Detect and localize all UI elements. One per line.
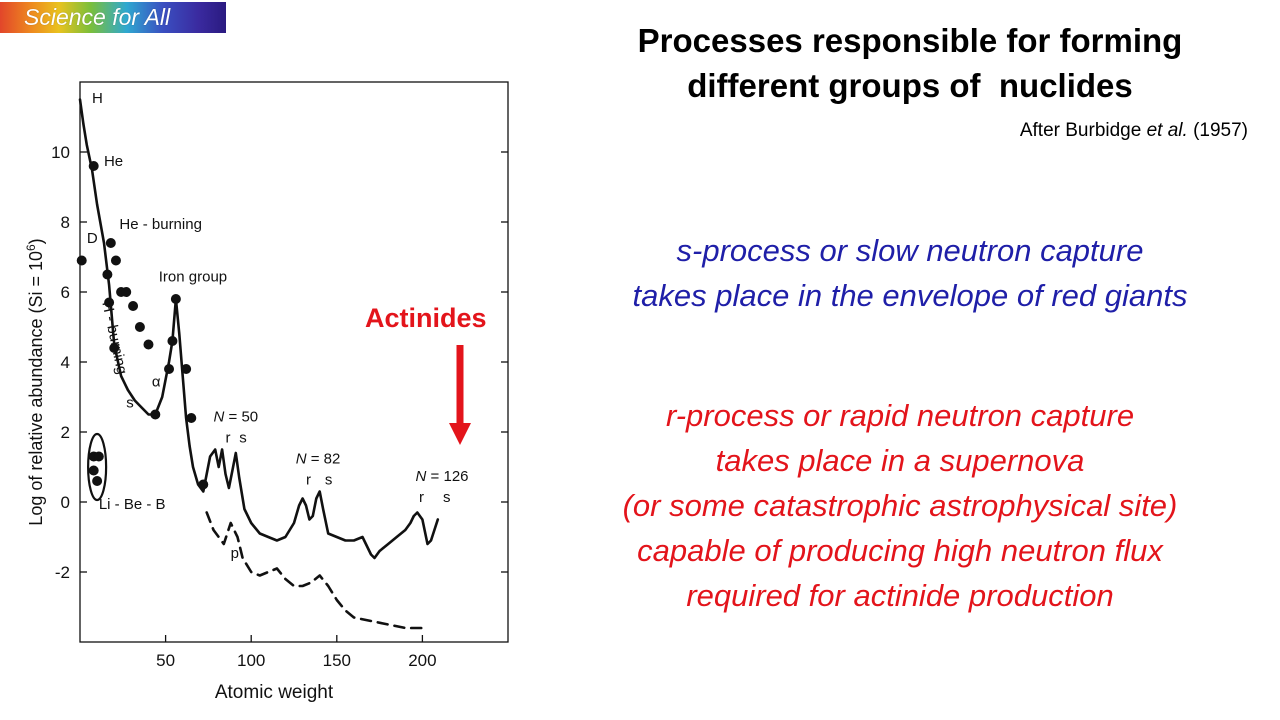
data-point bbox=[198, 479, 209, 490]
data-point bbox=[92, 476, 103, 486]
x-axis-label: Atomic weight bbox=[215, 682, 334, 703]
data-point bbox=[164, 364, 175, 374]
annotation-label: He bbox=[104, 153, 123, 170]
annotation-label: r bbox=[419, 489, 424, 506]
r-process-text: r-process or rapid neutron capture takes… bbox=[540, 393, 1260, 618]
x-tick-label-150: 150 bbox=[323, 651, 351, 670]
annotation-label: r bbox=[306, 472, 311, 489]
title-line-2: different groups of nuclides bbox=[687, 67, 1133, 104]
y-tick-label-0: 0 bbox=[61, 493, 70, 512]
citation: After Burbidge et al. (1957) bbox=[1020, 120, 1248, 142]
data-point bbox=[93, 451, 104, 462]
data-point bbox=[109, 343, 120, 353]
data-point bbox=[121, 287, 132, 297]
data-point bbox=[150, 409, 161, 420]
series-line-p-process bbox=[205, 511, 424, 630]
s-process-text: s-process or slow neutron capture takes … bbox=[560, 228, 1260, 318]
chart-series bbox=[78, 98, 440, 630]
r-process-line-4: capable of producing high neutron flux bbox=[637, 533, 1163, 568]
s-process-line-2: takes place in the envelope of red giant… bbox=[632, 278, 1188, 313]
data-point bbox=[181, 364, 192, 374]
annotation-label: H bbox=[92, 90, 103, 107]
annotation-label: α bbox=[152, 374, 161, 391]
annotation-label: s bbox=[443, 489, 451, 506]
x-tick-label-100: 100 bbox=[237, 651, 265, 670]
annotation-label: D bbox=[87, 230, 98, 247]
annotation-label: s bbox=[325, 472, 333, 489]
y-tick-label-8: 8 bbox=[61, 213, 70, 232]
r-process-line-3: (or some catastrophic astrophysical site… bbox=[622, 488, 1178, 523]
data-point bbox=[170, 294, 181, 304]
actinides-label: Actinides bbox=[365, 303, 487, 333]
x-tick-label-50: 50 bbox=[156, 651, 175, 670]
y-tick-label-6: 6 bbox=[61, 283, 70, 302]
series-line-main bbox=[78, 98, 440, 560]
annotation-label: He - burning bbox=[119, 216, 202, 233]
plot-frame bbox=[79, 81, 509, 643]
citation-italic: et al. bbox=[1146, 120, 1188, 141]
annotation-label: s bbox=[126, 395, 134, 412]
y-tick-label-4: 4 bbox=[61, 353, 70, 372]
annotation-label: N = 82 bbox=[296, 451, 341, 468]
data-point bbox=[88, 161, 99, 171]
science-for-all-logo: Science for All bbox=[0, 2, 226, 33]
s-process-line-1: s-process or slow neutron capture bbox=[676, 233, 1144, 268]
slide-title: Processes responsible for forming differ… bbox=[560, 18, 1260, 108]
r-process-line-5: required for actinide production bbox=[686, 578, 1114, 613]
data-point bbox=[134, 322, 145, 332]
annotation-label: p bbox=[231, 545, 239, 562]
annotation-label: N = 50 bbox=[214, 409, 259, 426]
y-tick-label--2: -2 bbox=[55, 563, 70, 582]
annotation-label: s bbox=[239, 430, 247, 447]
data-point bbox=[110, 255, 121, 266]
chart-points bbox=[76, 161, 209, 490]
data-point bbox=[88, 465, 99, 476]
y-tick-label-2: 2 bbox=[61, 423, 70, 442]
y-tick-label-10: 10 bbox=[51, 143, 70, 162]
data-point bbox=[102, 269, 113, 280]
data-point bbox=[128, 301, 139, 311]
annotation-label: N = 126 bbox=[416, 468, 469, 485]
abundance-chart: 50 100 150 200 -2 0 2 4 6 8 10 Atomic weight Log of … bbox=[24, 81, 509, 703]
citation-prefix: After Burbidge bbox=[1019, 120, 1147, 141]
r-process-line-1: r-process or rapid neutron capture bbox=[665, 398, 1135, 433]
r-process-line-2: takes place in a supernova bbox=[715, 443, 1085, 478]
actinides-arrow-icon bbox=[449, 345, 471, 445]
data-point bbox=[104, 297, 115, 308]
data-point bbox=[143, 339, 154, 350]
data-point bbox=[105, 238, 116, 248]
annotation-label: Li - Be - B bbox=[99, 496, 166, 513]
y-axis-label: Log of relative abundance (Si = 106) bbox=[24, 238, 46, 525]
annotation-label: r bbox=[226, 430, 231, 447]
data-point bbox=[76, 255, 87, 266]
chart-axes: 50 100 150 200 -2 0 2 4 6 8 10 Atomic weight Log of … bbox=[24, 81, 509, 703]
annotation-h-burning: H - burning bbox=[98, 300, 130, 376]
annotation-label: Iron group bbox=[159, 269, 227, 286]
data-point bbox=[167, 336, 178, 346]
li-be-b-loop bbox=[87, 432, 108, 502]
citation-suffix: (1957) bbox=[1187, 120, 1248, 141]
data-point bbox=[186, 413, 197, 423]
x-tick-label-200: 200 bbox=[408, 651, 436, 670]
title-line-1: Processes responsible for forming bbox=[637, 22, 1183, 59]
